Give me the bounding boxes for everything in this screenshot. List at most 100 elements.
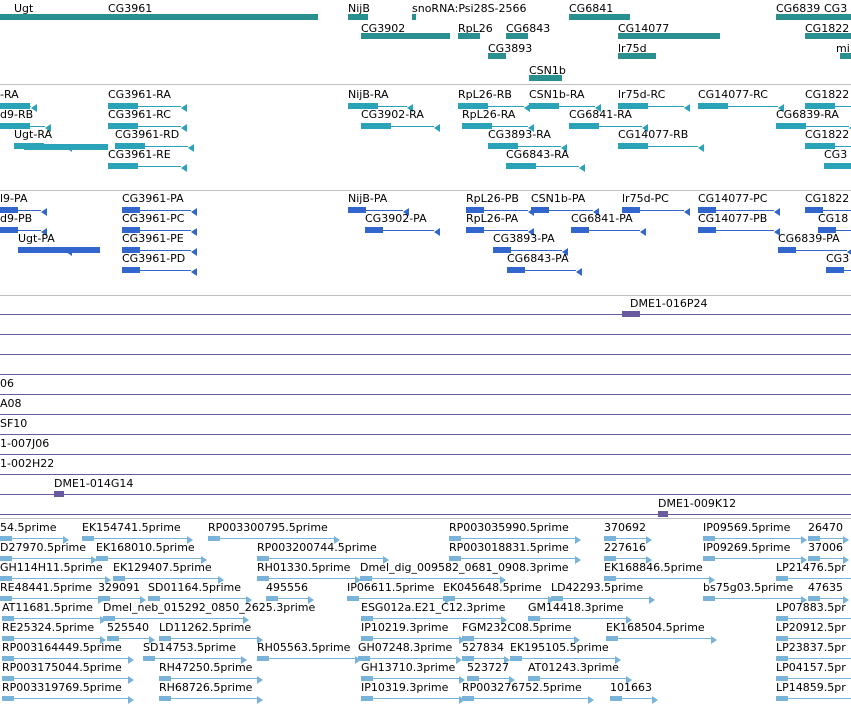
est-block[interactable] [0,536,12,541]
transcript-label[interactable]: CSN1b-RA [529,88,585,101]
est-label[interactable]: 370692 [604,521,646,534]
est-block[interactable] [361,696,373,701]
transcript-exon[interactable] [618,143,648,149]
est-label[interactable]: 527834 [462,641,504,654]
est-label[interactable]: EK129407.5prime [113,561,212,574]
est-block[interactable] [528,676,540,681]
transcript-label[interactable]: CG14077-RC [698,88,768,101]
protein-label[interactable]: lr75d-PC [622,192,669,205]
est-block[interactable] [2,656,14,661]
est-block[interactable] [776,636,788,641]
est-block[interactable] [808,536,820,541]
est-label[interactable]: RE25324.5prime [2,621,95,634]
est-label[interactable]: LP20912.5pr [776,621,846,634]
protein-exon[interactable] [24,247,100,253]
gene-feature-bar[interactable] [506,33,528,39]
gene-label[interactable]: CG14077 [618,22,670,35]
transcript-exon[interactable] [488,143,518,149]
gene-label[interactable]: CG3 [824,2,848,15]
est-block[interactable] [703,556,715,561]
clone-label[interactable]: A08 [0,397,22,410]
est-label[interactable]: GM14418.3prime [528,601,624,614]
transcript-exon[interactable] [115,143,145,149]
est-label[interactable]: 26470 [808,521,843,534]
est-block[interactable] [606,636,618,641]
est-label[interactable]: 101663 [610,681,652,694]
est-label[interactable]: bs75g03.5prime [703,581,794,594]
est-block[interactable] [443,596,455,601]
transcript-exon[interactable] [776,123,806,129]
transcript-exon[interactable] [108,103,138,109]
est-block[interactable] [604,536,616,541]
est-block[interactable] [462,656,474,661]
protein-label[interactable]: CG14077-PC [698,192,768,205]
est-block[interactable] [0,576,12,581]
protein-exon[interactable] [698,207,716,213]
est-block[interactable] [159,636,171,641]
clone-label[interactable]: 1-002H22 [0,457,55,470]
est-label[interactable]: RP003319769.5prime [2,681,122,694]
gene-feature-bar[interactable] [569,14,630,20]
est-block[interactable] [347,596,359,601]
protein-exon[interactable] [826,267,844,273]
est-label[interactable]: IP09569.5prime [703,521,791,534]
transcript-exon[interactable] [0,123,30,129]
gene-feature-bar[interactable] [412,14,416,20]
gene-label[interactable]: lr75d [618,42,647,55]
est-label[interactable]: RH68726.5prime [159,681,253,694]
est-block[interactable] [159,696,171,701]
est-label[interactable]: 523727 [467,661,509,674]
gene-feature-bar[interactable] [618,53,656,59]
gene-label[interactable]: CG6839 [776,2,821,15]
clone-label[interactable]: 06 [0,377,14,390]
protein-exon[interactable] [507,267,525,273]
est-label[interactable]: Dmel_dig_009582_0681_0908.3prime [360,561,569,574]
protein-label[interactable]: NijB-PA [348,192,388,205]
est-block[interactable] [551,596,563,601]
gene-label[interactable]: CG3893 [488,42,533,55]
transcript-label[interactable]: CG6843-RA [506,148,569,161]
est-label[interactable]: RP003018831.5prime [449,541,569,554]
transcript-exon[interactable] [24,144,108,150]
protein-label[interactable]: CG3961-PC [122,212,185,225]
gene-label[interactable]: CG6841 [569,2,614,15]
est-label[interactable]: GH13710.3prime [361,661,456,674]
est-block[interactable] [257,576,269,581]
transcript-exon[interactable] [108,123,138,129]
protein-label[interactable]: CG14077-PB [698,212,768,225]
est-label[interactable]: LD42293.5prime [551,581,644,594]
transcript-label[interactable]: CG1822 [805,88,850,101]
transcript-label[interactable]: NijB-RA [348,88,389,101]
est-block[interactable] [610,696,622,701]
protein-label[interactable]: CG6841-PA [571,212,633,225]
protein-exon[interactable] [466,207,484,213]
transcript-label[interactable]: CG3893-RA [488,128,551,141]
transcript-exon[interactable] [805,103,835,109]
gene-feature-bar[interactable] [840,53,851,59]
est-label[interactable]: RP003175044.5prime [2,661,122,674]
est-block[interactable] [2,696,14,701]
clone-marker[interactable] [658,511,668,517]
est-label[interactable]: LP04157.5pr [776,661,846,674]
gene-label[interactable]: snoRNA:Psi28S-2566 [412,2,527,15]
protein-label[interactable]: Ugt-PA [18,232,55,245]
gene-feature-bar[interactable] [488,53,506,59]
est-label[interactable]: AT01243.3prime [528,661,619,674]
est-block[interactable] [462,696,474,701]
protein-label[interactable]: CG3893-PA [493,232,555,245]
est-block[interactable] [776,616,788,621]
est-block[interactable] [361,636,373,641]
est-label[interactable]: IP06611.5prime [347,581,435,594]
protein-exon[interactable] [818,227,836,233]
est-label[interactable]: SD14753.5prime [143,641,236,654]
protein-label[interactable]: CSN1b-PA [531,192,586,205]
protein-exon[interactable] [805,207,823,213]
protein-label[interactable]: CG6843-PA [507,252,569,265]
est-block[interactable] [266,596,278,601]
transcript-label[interactable]: RpL26-RA [462,108,516,121]
clone-label[interactable]: DME1-016P24 [630,297,708,310]
transcript-label[interactable]: RpL26-RB [458,88,512,101]
protein-exon[interactable] [698,227,716,233]
est-label[interactable]: RE48441.5prime [0,581,93,594]
gene-label[interactable]: CSN1b [529,64,566,77]
